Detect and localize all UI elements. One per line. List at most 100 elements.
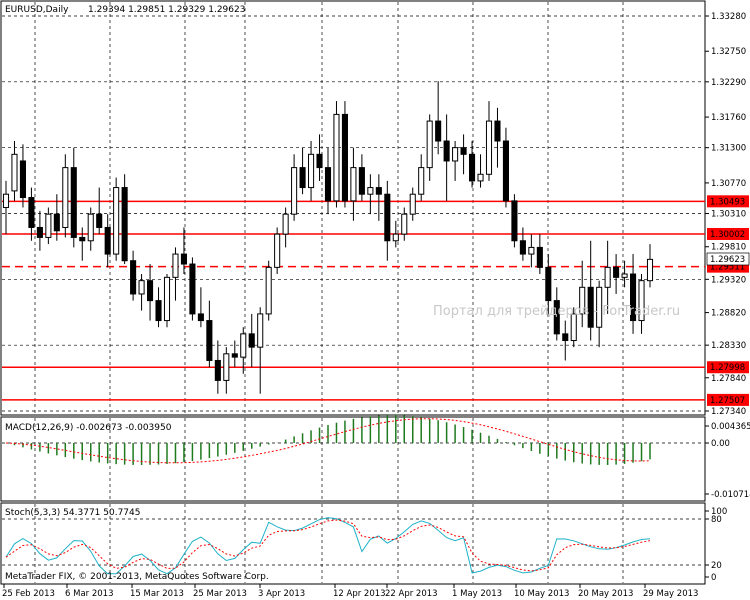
time-tick-label: 1 May 2013 — [452, 589, 502, 599]
bear-candle — [587, 286, 594, 328]
macd-tick-label: 0.00 — [711, 439, 730, 449]
stochastic-indicator — [5, 517, 651, 575]
bull-candle — [291, 167, 298, 215]
bear-candle — [341, 113, 348, 202]
price-tick-label: 1.28330 — [711, 341, 746, 351]
bear-candle — [613, 266, 620, 278]
stoch-tick-label: 80 — [711, 515, 722, 525]
bear-candle — [53, 213, 60, 232]
level-price-label: 1.30493 — [710, 197, 745, 207]
stoch-tick-label: 20 — [711, 561, 722, 571]
bull-candle — [138, 280, 145, 295]
bear-candle — [70, 167, 77, 238]
bear-candle — [443, 140, 450, 162]
bull-candle — [223, 353, 230, 381]
bull-candle — [477, 173, 484, 182]
bull-candle — [308, 153, 315, 189]
bear-candle — [545, 266, 552, 302]
level-price-tag — [707, 195, 749, 208]
bear-candle — [502, 140, 509, 202]
level-price-label: 1.30002 — [710, 230, 745, 240]
bear-candle — [104, 226, 111, 255]
stoch-tick-label: 0 — [711, 573, 716, 583]
bull-candle — [579, 286, 586, 315]
bull-candle — [113, 187, 120, 255]
bear-candle — [536, 246, 543, 268]
macd-indicator — [5, 415, 651, 465]
candlesticks — [2, 81, 654, 394]
price-tick-label: 1.29320 — [711, 275, 746, 285]
level-price-label: 1.29511 — [710, 263, 745, 273]
price-tick-label: 1.30770 — [711, 179, 746, 189]
level-price-label: 1.27998 — [710, 363, 745, 373]
stoch-label: Stoch(5,3,3) 54.3771 50.7745 — [5, 508, 140, 518]
macd-tick-label: 0.004365 — [711, 422, 750, 432]
bull-candle — [418, 167, 425, 195]
bull-candle — [163, 276, 171, 322]
bull-candle — [426, 120, 433, 169]
level-price-tag — [707, 393, 749, 406]
bear-candle — [248, 333, 255, 348]
price-tick-label: 1.29810 — [711, 243, 746, 253]
price-tick-label: 1.32750 — [711, 47, 746, 57]
bull-candle — [452, 147, 459, 162]
bear-candle — [28, 197, 35, 228]
bull-candle — [392, 233, 399, 242]
bear-candle — [79, 236, 86, 242]
bear-candle — [180, 253, 187, 265]
bull-candle — [570, 313, 577, 342]
price-tick-label: 1.27840 — [711, 374, 746, 384]
bull-candle — [240, 333, 247, 358]
time-tick-label: 12 Apr 2013 — [333, 589, 386, 599]
macd-tick-label: -0.010714 — [711, 490, 750, 500]
price-tick-label: 1.31760 — [711, 113, 746, 123]
bear-candle — [435, 120, 442, 142]
bear-candle — [197, 313, 204, 322]
bear-candle — [316, 153, 323, 169]
bull-candle — [265, 266, 272, 315]
time-tick-label: 3 Apr 2013 — [258, 589, 305, 599]
bull-candle — [401, 213, 408, 235]
bull-candle — [596, 286, 603, 328]
watermark: Портал для трейдеров - ForTrader.ru — [433, 304, 680, 319]
current-price-tag — [706, 252, 750, 266]
grid-lines — [2, 2, 704, 583]
bull-candle — [367, 187, 374, 195]
bear-candle — [494, 120, 501, 142]
time-tick-label: 25 Mar 2013 — [193, 589, 247, 599]
stoch-pane[interactable] — [0, 502, 706, 585]
time-tick-label: 6 Mar 2013 — [65, 589, 113, 599]
bear-candle — [469, 153, 476, 182]
bear-candle — [299, 167, 306, 189]
bear-candle — [511, 200, 518, 242]
time-tick-label: 15 Mar 2013 — [130, 589, 184, 599]
bear-candle — [630, 273, 637, 322]
bear-candle — [324, 167, 332, 202]
bear-candle — [519, 240, 526, 255]
bull-candle — [333, 113, 340, 202]
time-tick-label: 22 Apr 2013 — [385, 589, 438, 599]
level-price-tag — [707, 227, 749, 240]
bull-candle — [604, 266, 611, 288]
price-tick-label: 1.31300 — [711, 144, 746, 154]
price-tick-label: 1.30310 — [711, 210, 746, 220]
stoch-signal-line — [5, 519, 651, 572]
bull-candle — [274, 233, 281, 268]
bear-candle — [214, 359, 221, 381]
bull-candle — [485, 120, 493, 175]
bull-candle — [638, 280, 645, 322]
axis-labels: 1.33280 1.32750 1.32290 1.31760 1.31300 1.307… — [2, 12, 750, 599]
bear-candle — [460, 147, 467, 155]
bear-candle — [155, 300, 162, 322]
level-price-tag — [707, 361, 749, 374]
bear-candle — [121, 187, 128, 262]
bull-candle — [528, 246, 535, 255]
bear-candle — [36, 226, 43, 238]
bull-candle — [172, 253, 179, 278]
stoch-main-line — [5, 517, 651, 575]
time-tick-label: 29 May 2013 — [643, 589, 698, 599]
symbol-title: EURUSD,Daily — [5, 5, 69, 15]
current-price-label: 1.29623 — [710, 255, 745, 265]
